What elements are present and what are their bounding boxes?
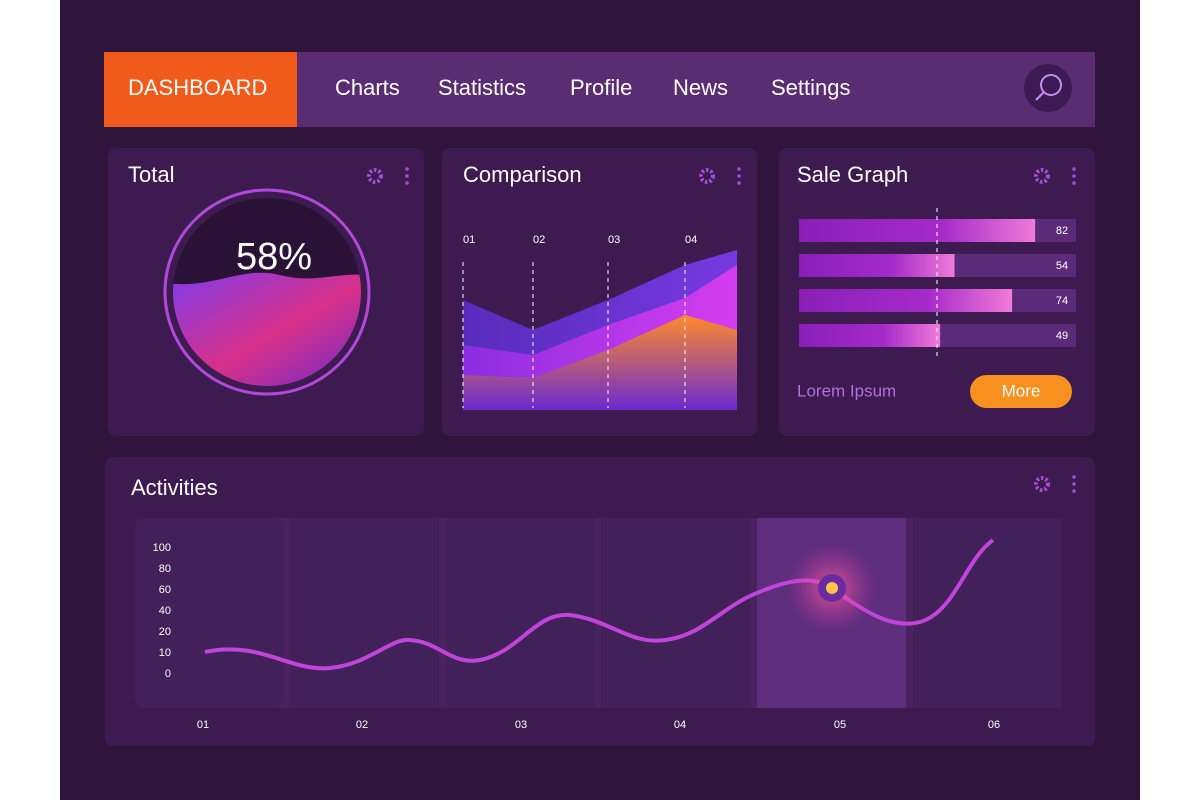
x-tick-label: 01 [463, 234, 475, 246]
nav-item[interactable]: News [673, 75, 728, 100]
gauge-ring [163, 188, 371, 396]
menu-dot[interactable] [1072, 475, 1076, 479]
menu-dot[interactable] [405, 174, 409, 178]
y-tick-label: 40 [159, 605, 171, 617]
nav-active[interactable] [104, 52, 297, 127]
x-tick-label: 06 [988, 719, 1000, 731]
panel-title: Comparison [463, 162, 582, 187]
settings-icon[interactable] [1034, 168, 1050, 184]
menu-dot[interactable] [1072, 489, 1076, 493]
bar [799, 289, 1013, 312]
panel-title: Sale Graph [797, 162, 908, 187]
more-button-label[interactable]: More [1002, 381, 1041, 400]
column [601, 518, 750, 708]
menu-dot[interactable] [1072, 482, 1076, 486]
settings-icon[interactable] [367, 168, 383, 184]
x-tick-label: 04 [674, 719, 686, 731]
bar-label: 82 [1056, 225, 1068, 237]
x-tick-label: 02 [533, 234, 545, 246]
nav-item[interactable]: Statistics [438, 75, 526, 100]
settings-icon[interactable] [699, 168, 715, 184]
highlight-dot [826, 582, 838, 594]
more-button[interactable] [970, 375, 1072, 408]
bar-label: 49 [1056, 330, 1068, 342]
menu-dot[interactable] [737, 181, 741, 185]
bar-label: 54 [1056, 260, 1068, 272]
menu-dot[interactable] [405, 167, 409, 171]
x-tick-label: 03 [608, 234, 620, 246]
gauge-value: 58% [236, 236, 312, 278]
menu-dot[interactable] [1072, 181, 1076, 185]
activity-line [204, 538, 995, 671]
y-tick-label: 60 [159, 584, 171, 596]
column-first [135, 518, 284, 708]
menu-dot[interactable] [1072, 174, 1076, 178]
nav-item[interactable]: Settings [771, 75, 851, 100]
menu-dot[interactable] [405, 181, 409, 185]
bar-label: 74 [1056, 295, 1068, 307]
area-front [463, 315, 737, 410]
menu-dot[interactable] [737, 167, 741, 171]
nav-item[interactable]: Profile [570, 75, 632, 100]
panel-title: Total [128, 162, 174, 187]
menu-dot[interactable] [737, 174, 741, 178]
nav-item[interactable]: Charts [335, 75, 400, 100]
x-tick-label: 02 [356, 719, 368, 731]
x-tick-label: 03 [515, 719, 527, 731]
nav-dashboard[interactable]: DASHBOARD [128, 75, 267, 100]
column [290, 518, 439, 708]
panel-title: Activities [131, 475, 218, 500]
y-tick-label: 10 [159, 647, 171, 659]
y-tick-label: 20 [159, 626, 171, 638]
x-tick-label: 05 [834, 719, 846, 731]
link[interactable]: Lorem Ipsum [797, 381, 896, 400]
column [446, 518, 595, 708]
bar [799, 254, 955, 277]
settings-icon[interactable] [1034, 476, 1050, 492]
bar [799, 219, 1036, 242]
x-tick-label: 04 [685, 234, 697, 246]
menu-dot[interactable] [1072, 167, 1076, 171]
y-tick-label: 100 [153, 542, 171, 554]
search-button[interactable] [1024, 64, 1072, 112]
y-tick-label: 80 [159, 563, 171, 575]
y-tick-label: 0 [165, 668, 171, 680]
search-icon-handle [1035, 91, 1045, 101]
x-tick-label: 01 [197, 719, 209, 731]
bar [799, 324, 941, 347]
search-icon [1040, 74, 1062, 96]
